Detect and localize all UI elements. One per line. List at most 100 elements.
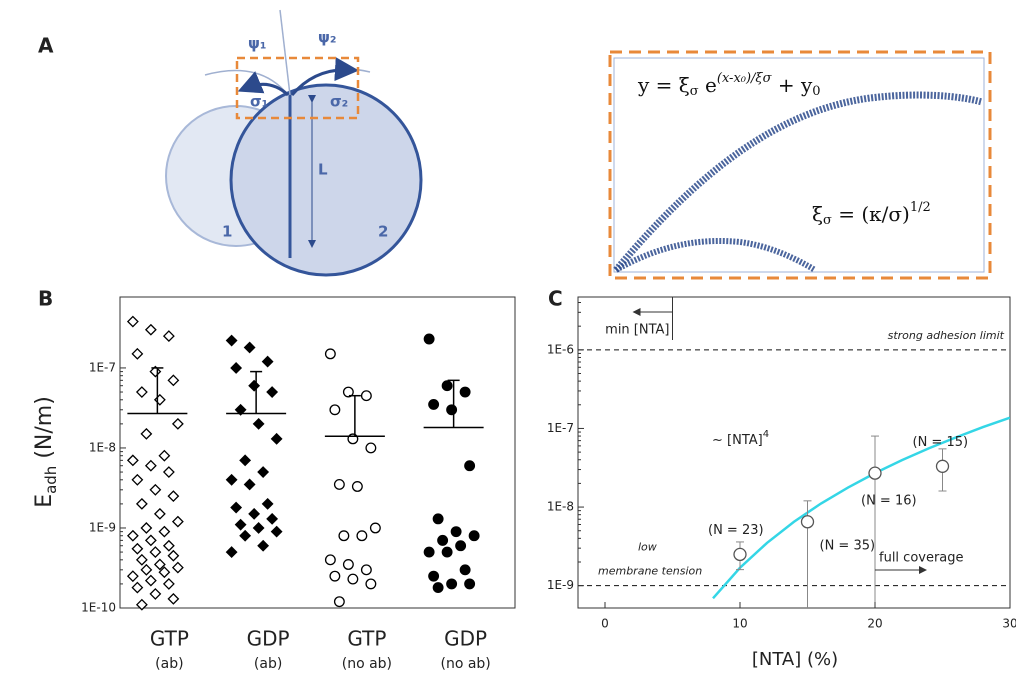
point — [150, 589, 160, 599]
point — [137, 555, 147, 565]
tension-label: σ₁ — [250, 93, 268, 111]
x-tick-label: GDP — [247, 627, 290, 651]
point — [141, 523, 151, 533]
point — [362, 391, 372, 401]
point — [132, 583, 142, 593]
eq-part: (x-x₀)/ξσ — [717, 71, 773, 86]
point — [258, 467, 268, 477]
point — [465, 579, 475, 589]
point — [272, 434, 282, 444]
point — [132, 349, 142, 359]
reference-label: min [NTA] — [605, 323, 669, 338]
x-tick-label: 20 — [867, 617, 882, 631]
point — [442, 381, 452, 391]
profile-inset: y = ξσ e(x-x₀)/ξσ + y0 ξσ = (κ/σ)1/2 — [610, 52, 990, 278]
point — [937, 460, 949, 472]
point — [258, 541, 268, 551]
point — [128, 571, 138, 581]
point — [245, 343, 255, 353]
point — [433, 514, 443, 524]
x-axis-label: [NTA] (%) — [752, 649, 838, 670]
point — [465, 461, 475, 471]
point — [159, 451, 169, 461]
label-part: 4 — [763, 429, 769, 440]
label-part: (N/m) — [32, 396, 57, 465]
y-tick-label: 1E-8 — [547, 500, 574, 514]
point — [236, 520, 246, 530]
point — [146, 535, 156, 545]
eq-part: ξ — [812, 202, 823, 226]
point — [168, 594, 178, 604]
y-tick-label: 1E-7 — [547, 421, 574, 435]
data-label: (N = 15) — [913, 435, 969, 450]
point — [227, 475, 237, 485]
angle-label: ψ₂ — [318, 29, 336, 47]
eq-part: = (κ/σ) — [832, 202, 910, 226]
point — [128, 317, 138, 327]
x-tick-sublabel: (no ab) — [440, 656, 490, 672]
point — [240, 455, 250, 465]
point — [231, 503, 241, 513]
panel-label: B — [38, 287, 53, 311]
y-tick-label: 1E-9 — [547, 578, 574, 592]
reference-label: full coverage — [879, 551, 964, 566]
point — [267, 387, 277, 397]
point — [249, 381, 259, 391]
point — [348, 434, 358, 444]
point — [335, 597, 345, 607]
cell-label: 2 — [378, 223, 388, 241]
length-label: L — [318, 161, 328, 179]
data-label: (N = 16) — [861, 494, 917, 509]
point — [141, 565, 151, 575]
point — [330, 405, 340, 415]
x-tick-sublabel: (no ab) — [342, 656, 392, 672]
tension-label: σ₂ — [330, 93, 348, 111]
y-tick-label: 1E-9 — [89, 520, 116, 534]
point — [326, 349, 336, 359]
label-part: ~ [NTA] — [712, 433, 763, 448]
point — [249, 509, 259, 519]
point — [164, 541, 174, 551]
point — [128, 455, 138, 465]
point — [137, 499, 147, 509]
point — [357, 531, 367, 541]
x-tick-label: 10 — [732, 617, 747, 631]
point — [353, 482, 363, 492]
eq-part: 1/2 — [910, 200, 931, 215]
point — [254, 419, 264, 429]
point — [451, 527, 461, 537]
point — [433, 583, 443, 593]
cell-label: 1 — [222, 223, 232, 241]
point — [146, 461, 156, 471]
point — [460, 387, 470, 397]
point — [335, 480, 345, 490]
point — [231, 363, 241, 373]
plot-frame — [120, 297, 515, 608]
label-part: adh — [42, 466, 60, 494]
point — [371, 523, 381, 533]
point — [447, 579, 457, 589]
point — [429, 400, 439, 410]
point — [802, 516, 814, 528]
reference-label: low — [638, 541, 657, 554]
point — [146, 325, 156, 335]
point — [460, 565, 470, 575]
point — [263, 499, 273, 509]
point — [734, 548, 746, 560]
x-tick-sublabel: (ab) — [254, 656, 282, 672]
point — [132, 544, 142, 554]
point — [168, 375, 178, 385]
data-label: (N = 35) — [820, 538, 876, 553]
point — [173, 517, 183, 527]
point — [344, 560, 354, 570]
point — [366, 579, 376, 589]
panel-label: A — [38, 34, 54, 58]
point — [173, 563, 183, 573]
point — [173, 419, 183, 429]
point — [155, 509, 165, 519]
x-tick-label: GDP — [444, 627, 487, 651]
point — [438, 536, 448, 546]
point — [442, 547, 452, 557]
reference-label: membrane tension — [598, 565, 702, 578]
point — [447, 405, 457, 415]
